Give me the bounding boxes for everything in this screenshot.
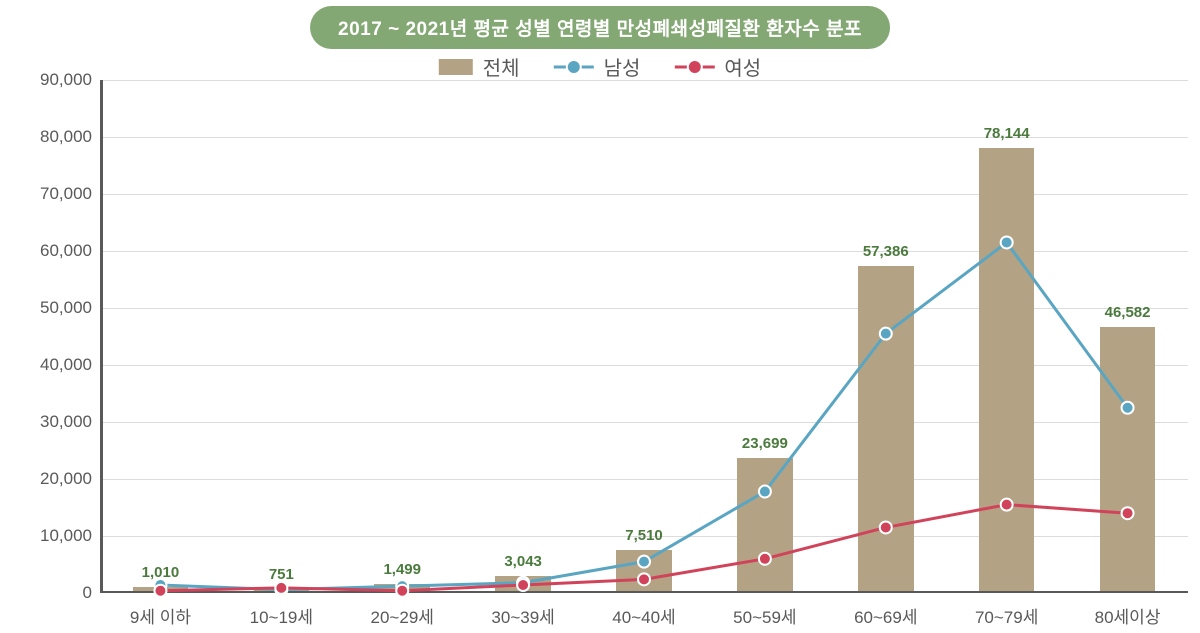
series-marker-male	[759, 486, 771, 498]
series-marker-male	[638, 556, 650, 568]
series-marker-male	[1001, 236, 1013, 248]
series-marker-female	[1122, 507, 1134, 519]
legend-swatch-line	[554, 60, 594, 74]
x-tick-label: 30~39세	[491, 593, 554, 628]
series-marker-male	[1122, 402, 1134, 414]
bar-value-label: 78,144	[984, 125, 1030, 148]
y-tick-label: 40,000	[40, 355, 100, 375]
plot-area: 010,00020,00030,00040,00050,00060,00070,…	[100, 80, 1188, 593]
legend-item: 남성	[554, 52, 641, 81]
y-tick-label: 70,000	[40, 184, 100, 204]
x-tick-label: 9세 이하	[130, 593, 191, 628]
bar-value-label: 3,043	[504, 553, 542, 576]
legend-swatch-line	[674, 60, 714, 74]
bar-value-label: 46,582	[1105, 304, 1151, 327]
bar-value-label: 23,699	[742, 435, 788, 458]
legend: 전체 남성 여성	[439, 52, 761, 81]
y-tick-label: 20,000	[40, 469, 100, 489]
x-tick-label: 20~29세	[371, 593, 434, 628]
legend-swatch-bar	[439, 59, 473, 75]
legend-label: 남성	[604, 52, 641, 81]
chart-title: 2017 ~ 2021년 평균 성별 연령별 만성폐쇄성폐질환 환자수 분포	[310, 6, 890, 49]
chart-container: 2017 ~ 2021년 평균 성별 연령별 만성폐쇄성폐질환 환자수 분포 전…	[0, 0, 1200, 633]
legend-label: 여성	[724, 52, 761, 81]
x-tick-label: 50~59세	[733, 593, 796, 628]
x-tick-label: 10~19세	[250, 593, 313, 628]
y-tick-label: 90,000	[40, 70, 100, 90]
series-marker-female	[517, 579, 529, 591]
x-tick-label: 60~69세	[854, 593, 917, 628]
y-tick-label: 50,000	[40, 298, 100, 318]
bar-value-label: 1,010	[142, 564, 180, 587]
series-marker-female	[759, 553, 771, 565]
bar-value-label: 57,386	[863, 243, 909, 266]
y-tick-label: 0	[83, 583, 100, 603]
legend-item: 여성	[674, 52, 761, 81]
bar-value-label: 7,510	[625, 527, 663, 550]
x-tick-label: 80세이상	[1095, 593, 1161, 628]
y-tick-label: 80,000	[40, 127, 100, 147]
line-layer	[100, 80, 1188, 593]
series-marker-female	[638, 573, 650, 585]
legend-label: 전체	[483, 52, 520, 81]
bar-value-label: 751	[269, 566, 294, 589]
series-marker-female	[1001, 499, 1013, 511]
series-marker-female	[880, 521, 892, 533]
y-tick-label: 60,000	[40, 241, 100, 261]
legend-item: 전체	[439, 52, 520, 81]
x-tick-label: 70~79세	[975, 593, 1038, 628]
series-marker-female	[396, 585, 408, 597]
y-tick-label: 10,000	[40, 526, 100, 546]
bar-value-label: 1,499	[383, 561, 421, 584]
series-marker-male	[880, 328, 892, 340]
x-tick-label: 40~40세	[612, 593, 675, 628]
y-tick-label: 30,000	[40, 412, 100, 432]
